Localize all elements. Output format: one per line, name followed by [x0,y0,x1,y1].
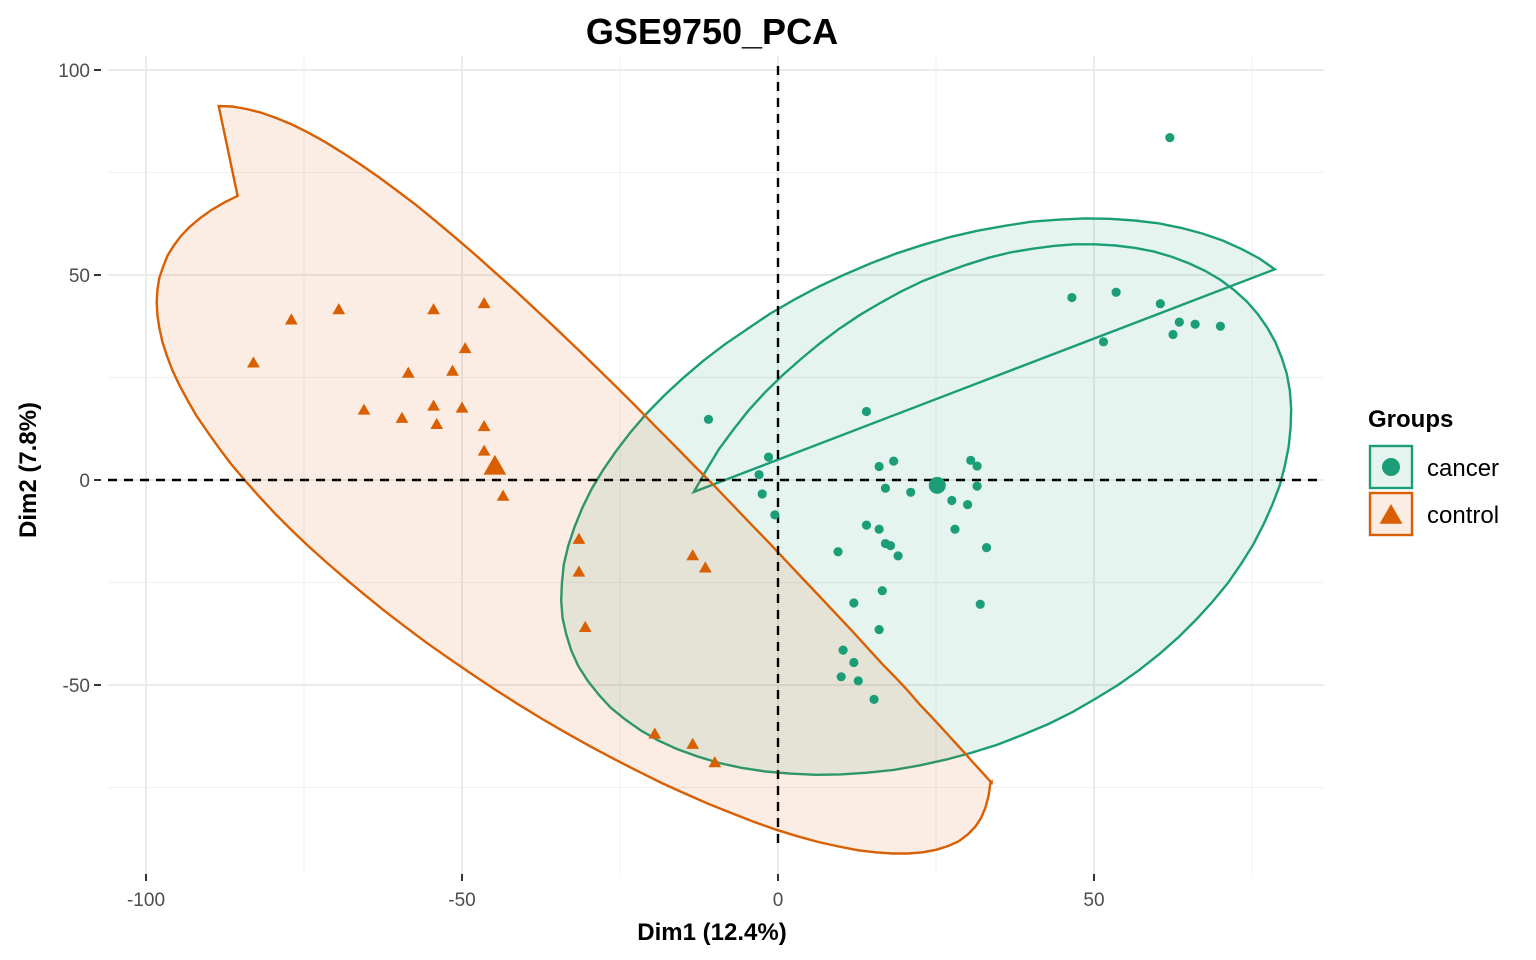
point-cancer [874,524,884,534]
point-cancer [861,520,872,530]
point-control [578,620,592,632]
point-control [430,417,444,430]
legend-item-control: control [1368,491,1499,537]
y-tick-label: 50 [69,266,90,287]
point-cancer [833,547,843,557]
point-cancer [754,470,764,480]
point-control [455,401,469,413]
point-cancer [966,455,976,465]
point-control [477,444,491,456]
point-cancer [1165,133,1175,143]
point-cancer [880,483,891,493]
point-cancer [885,541,896,551]
x-tick-label: 0 [773,890,784,911]
point-cancer [975,599,985,609]
point-cancer [1168,329,1178,340]
legend-title: Groups [1368,406,1453,433]
point-cancer [849,657,859,668]
point-cancer [703,414,714,424]
point-cancer [1155,299,1165,309]
legend-marker-cancer [1382,458,1400,476]
point-cancer [889,456,899,466]
point-control [284,313,298,325]
point-cancer [874,625,884,635]
point-cancer [877,586,887,596]
point-cancer [950,524,960,534]
legend: Groups cancer control [1368,406,1499,537]
point-cancer [836,672,846,682]
legend-item-cancer: cancer [1368,444,1499,490]
point-control [686,737,700,749]
x-tick-label: -100 [127,890,165,911]
point-cancer [838,645,848,655]
point-control [698,561,712,573]
point-control [401,366,415,378]
point-cancer [869,694,879,704]
point-cancer [947,495,957,506]
point-control [427,399,440,411]
point-cancer [1098,337,1109,347]
point-cancer [972,461,982,471]
point-cancer [849,598,859,608]
axes: -100 -50 0 50 -50 0 50 100 [58,61,1104,911]
point-control [395,411,409,423]
point-control [357,403,371,415]
point-control [247,356,260,368]
point-cancer [853,676,863,686]
chart-title: GSE9750_PCA [586,11,838,52]
point-control [496,489,510,501]
point-cancer [770,510,780,520]
legend-label-cancer: cancer [1427,455,1499,482]
x-tick-label: -50 [448,890,475,911]
point-cancer [1174,317,1184,327]
point-cancer [1215,321,1225,331]
y-axis-title: Dim2 (7.8%) [15,402,42,538]
point-cancer [972,481,982,491]
point-control [572,565,586,577]
point-control [427,303,440,315]
point-cancer [1111,287,1121,297]
ellipse-cancer [559,217,1293,777]
point-cancer [906,487,916,497]
legend-marker-control [1379,504,1403,524]
centroid-cancer [928,476,946,494]
point-control [648,727,662,739]
x-tick-label: 50 [1083,890,1104,911]
point-control [477,419,491,432]
point-cancer [861,406,872,417]
point-cancer [757,489,767,499]
point-cancer [763,452,774,462]
point-cancer [981,543,992,553]
legend-label-control: control [1427,502,1499,529]
point-control [572,532,586,544]
data-points [247,133,1225,768]
point-cancer [893,551,903,561]
point-cancer [963,500,973,510]
y-tick-label: 100 [58,61,90,82]
point-cancer [1190,319,1200,329]
y-tick-label: 0 [79,471,90,492]
point-control [686,549,700,561]
point-control [708,756,722,768]
point-control [477,296,491,309]
point-control [446,364,459,376]
centroid-control [483,454,507,475]
point-control [332,303,346,315]
y-tick-label: -50 [63,676,90,697]
point-cancer [1067,292,1077,303]
point-control [458,342,472,354]
point-cancer [874,461,884,472]
group-centroids [483,454,946,494]
reference-lines [108,66,1324,844]
x-axis-title: Dim1 (12.4%) [637,919,786,946]
